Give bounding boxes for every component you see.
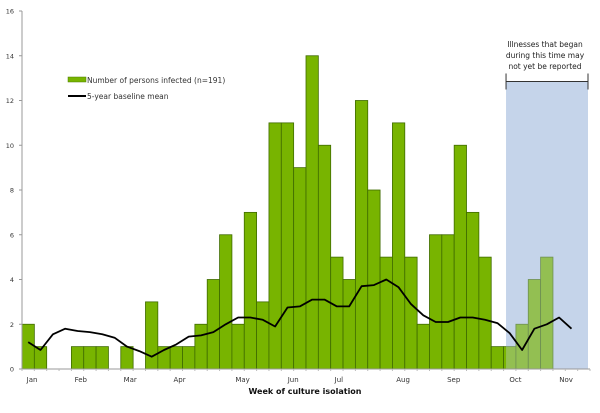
shaded-overlay-layer — [505, 73, 589, 369]
bar — [429, 234, 443, 370]
y-tick-label: 0 — [10, 366, 14, 374]
bar — [206, 279, 220, 370]
y-tick-label: 2 — [10, 321, 14, 329]
annotation-line-3: not yet be reported — [508, 62, 581, 71]
bar — [219, 234, 233, 370]
bar — [305, 55, 319, 370]
bar — [169, 346, 183, 370]
bar — [182, 346, 196, 370]
x-tick-label-jun: Jun — [287, 376, 299, 384]
x-tick-label-jul: Jul — [334, 376, 344, 384]
bar — [243, 211, 258, 370]
shaded-region-overlay — [506, 81, 588, 369]
baseline-mean-line — [27, 278, 573, 358]
axes-layer: 0 2 4 6 8 10 12 14 16 Jan Feb Mar Apr May Jun Jul Aug Sep… — [6, 8, 591, 384]
y-tick-label: 16 — [6, 8, 14, 16]
y-tick-label: 4 — [10, 276, 14, 284]
bars-layer — [21, 55, 554, 370]
bar — [342, 279, 356, 370]
y-tick-label: 12 — [6, 97, 14, 105]
bar — [120, 346, 134, 370]
legend-swatch-bars — [67, 76, 87, 83]
y-tick-label: 8 — [10, 187, 14, 195]
bar — [83, 346, 97, 370]
bar — [453, 144, 467, 370]
bar — [478, 256, 492, 370]
x-tick-label-jan: Jan — [26, 376, 38, 384]
x-tick-label-sep: Sep — [447, 376, 461, 384]
bar — [21, 323, 35, 370]
bar — [466, 211, 480, 370]
annotation-line-2: during this time may — [506, 51, 585, 60]
y-tick-label: 14 — [6, 52, 14, 60]
x-axis-title: Week of culture isolation — [248, 387, 361, 396]
bar — [95, 346, 109, 370]
legend-label-line: 5-year baseline mean — [87, 92, 169, 101]
x-tick-label-oct: Oct — [509, 376, 521, 384]
bar — [392, 122, 406, 370]
legend: Number of persons infected (n=191) 5-yea… — [67, 76, 225, 101]
bar — [404, 256, 418, 370]
bar — [317, 144, 332, 370]
x-tick-label-may: May — [235, 376, 249, 384]
bar — [354, 100, 369, 370]
legend-label-bars: Number of persons infected (n=191) — [87, 76, 225, 85]
x-tick-label-feb: Feb — [75, 376, 88, 384]
y-tick-label: 10 — [6, 142, 14, 150]
bar — [231, 323, 245, 370]
bar — [367, 189, 381, 370]
bar — [268, 122, 282, 370]
bar — [194, 323, 208, 370]
x-tick-label-mar: Mar — [124, 376, 137, 384]
shaded-region-annotation: Illnesses that began during this time ma… — [506, 40, 585, 71]
bar — [293, 167, 307, 370]
bar — [330, 256, 344, 370]
bar — [416, 323, 430, 370]
bar — [441, 234, 455, 370]
bar — [256, 301, 270, 370]
annotation-line-1: Illnesses that began — [507, 40, 583, 49]
x-tick-label-apr: Apr — [174, 376, 186, 384]
x-tick-label-aug: Aug — [396, 376, 410, 384]
baseline-line-layer — [27, 278, 573, 358]
bar — [490, 346, 504, 370]
bar — [280, 122, 295, 370]
bar — [379, 256, 393, 370]
bar — [145, 301, 159, 370]
x-tick-label-nov: Nov — [559, 376, 573, 384]
y-tick-label: 6 — [10, 231, 14, 239]
bar — [70, 346, 85, 370]
